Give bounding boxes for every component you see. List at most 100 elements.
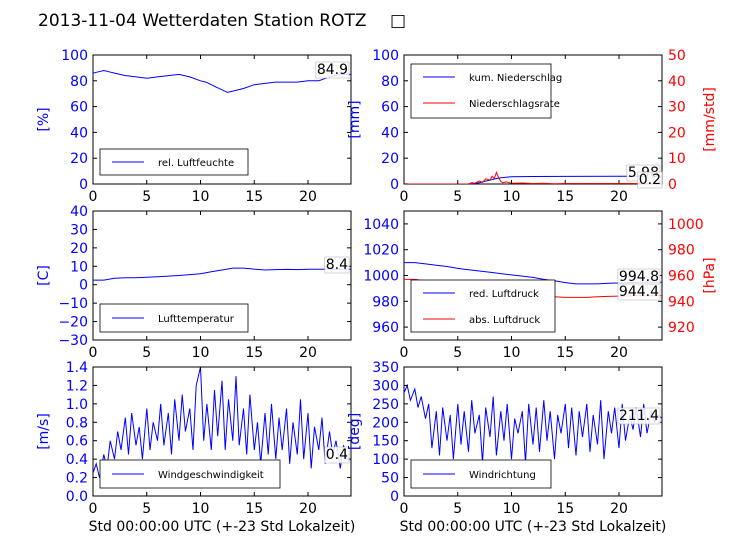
- x-tick-label: 10: [192, 345, 210, 361]
- y-tick-label: 980: [372, 294, 399, 310]
- legend: Windrichtung: [410, 459, 552, 489]
- legend-label: Windgeschwindigkeit: [158, 470, 264, 481]
- x-tick-label: 20: [299, 189, 317, 205]
- y-axis-label: [C]: [36, 265, 52, 286]
- y-tick-label: 0: [390, 177, 399, 193]
- y-tick-label: 0.2: [66, 471, 88, 487]
- x-tick-label: 20: [610, 189, 628, 205]
- legend-box: [410, 279, 556, 333]
- y-tick-label: 50: [381, 471, 399, 487]
- y-right-tick-label: 50: [668, 48, 686, 64]
- y-tick-label: 20: [381, 151, 399, 167]
- y-right-tick-label: 30: [668, 100, 686, 116]
- x-tick-label: 5: [142, 345, 151, 361]
- y-tick-label: 10: [70, 259, 88, 275]
- x-tick-label: 0: [89, 501, 98, 517]
- y-tick-label: 60: [381, 100, 399, 116]
- x-tick-label: 15: [556, 345, 574, 361]
- annotation-box: [324, 446, 350, 464]
- y-right-tick-label: 10: [668, 151, 686, 167]
- subplot-pressure: 0 5 10 15 20 960 980 1000 1020 1040 920 940 960 980 10…: [363, 210, 718, 361]
- y-axis-label: [m/s]: [36, 413, 52, 450]
- last-value-annotation: 211.4: [619, 408, 659, 424]
- y-right-axis-label: [hPa]: [702, 257, 718, 293]
- y-tick-label: 300: [372, 378, 399, 394]
- x-tick-label: 5: [453, 189, 462, 205]
- x-tick-label: 10: [503, 189, 521, 205]
- y-tick-label: 0: [79, 177, 88, 193]
- subplot-precipitation: 0 5 10 15 20 0 20 40 60 80 100 0 10 20 30 40 50 [mm] [mm/s…: [347, 48, 718, 205]
- legend: kum. Niederschlag Niederschlagsrate: [410, 63, 562, 119]
- x-tick-label: 0: [400, 345, 409, 361]
- x-tick-label: 0: [89, 189, 98, 205]
- y-right-tick-label: 980: [668, 243, 695, 259]
- series-line-niederschlagsrate: [404, 170, 662, 184]
- y-tick-label: 80: [381, 74, 399, 90]
- x-tick-label: 15: [245, 345, 263, 361]
- y-tick-label: 1040: [363, 217, 399, 233]
- y-right-tick-label: 40: [668, 74, 686, 90]
- y-tick-label: 960: [372, 320, 399, 336]
- y-right-tick-label: 920: [668, 320, 695, 336]
- y-tick-label: 150: [372, 434, 399, 450]
- subplot-windspeed: 0 5 10 15 20 0.0 0.2 0.4 0.6 0.8 1.0 1.2 1.4 [m/s] Win…: [36, 360, 355, 535]
- legend-box: [410, 63, 552, 119]
- y-axis-label: [%]: [36, 107, 52, 131]
- x-tick-label: 15: [556, 189, 574, 205]
- y-tick-label: 0.6: [66, 434, 88, 450]
- legend-label: red. Luftdruck: [469, 289, 539, 300]
- y-tick-label: 0.8: [66, 415, 88, 431]
- last-value-annotation: 944.4: [619, 284, 659, 300]
- figure-title: 2013-11-04 Wetterdaten Station ROTZ: [38, 11, 367, 31]
- last-value-annotation: 84.9: [317, 62, 348, 78]
- subplot-humidity: 0 5 10 15 20 0 20 40 60 80 100 [%] rel. Luftfeuchte 8…: [36, 48, 352, 205]
- annotation-box: [637, 171, 663, 189]
- legend: red. Luftdruck abs. Luftdruck: [410, 279, 556, 333]
- x-tick-label: 15: [556, 501, 574, 517]
- x-tick-label: 0: [89, 345, 98, 361]
- last-value-annotation: 8.4: [326, 257, 348, 273]
- y-right-tick-label: 940: [668, 294, 695, 310]
- legend-label: Niederschlagsrate: [469, 99, 560, 110]
- y-tick-label: 100: [372, 452, 399, 468]
- y-axis-label: [deg]: [347, 413, 363, 450]
- y-tick-label: 1.2: [66, 378, 88, 394]
- series-line-lufttemperatur: [93, 267, 351, 281]
- legend: Windgeschwindigkeit: [99, 459, 281, 489]
- legend: Lufttemperatur: [99, 303, 249, 333]
- y-tick-label: 20: [70, 241, 88, 257]
- y-right-tick-label: 0: [668, 177, 677, 193]
- x-axis-label: Std 00:00:00 UTC (+-23 Std Lokalzeit): [89, 519, 356, 535]
- series-line-windgeschwindigkeit: [93, 367, 351, 478]
- annotation-box: [315, 61, 350, 79]
- y-tick-label: 250: [372, 397, 399, 413]
- annotation-box: [617, 283, 661, 301]
- legend-label: Windrichtung: [469, 470, 536, 481]
- y-right-tick-label: 960: [668, 269, 695, 285]
- series-line-rel-luftfeuchte: [93, 69, 351, 93]
- y-tick-label: 200: [372, 415, 399, 431]
- x-tick-label: 5: [453, 345, 462, 361]
- y-right-tick-label: 1000: [668, 217, 704, 233]
- x-tick-label: 20: [299, 501, 317, 517]
- legend-label: abs. Luftdruck: [469, 315, 540, 326]
- legend-label: Lufttemperatur: [158, 314, 235, 325]
- x-tick-label: 20: [610, 345, 628, 361]
- y-tick-label: 40: [381, 125, 399, 141]
- x-tick-label: 10: [192, 501, 210, 517]
- x-tick-label: 10: [503, 345, 521, 361]
- y-tick-label: 1020: [363, 243, 399, 259]
- y-tick-label: 350: [372, 360, 399, 376]
- annotation-box: [617, 407, 661, 425]
- y-tick-label: 0: [79, 278, 88, 294]
- y-tick-label: 0.4: [66, 452, 88, 468]
- x-tick-label: 10: [503, 501, 521, 517]
- legend: rel. Luftfeuchte: [99, 148, 249, 176]
- last-value-annotation: 994.8: [619, 269, 659, 285]
- x-tick-label: 15: [245, 189, 263, 205]
- x-tick-label: 10: [192, 189, 210, 205]
- legend-label: rel. Luftfeuchte: [158, 158, 234, 169]
- x-tick-label: 0: [400, 189, 409, 205]
